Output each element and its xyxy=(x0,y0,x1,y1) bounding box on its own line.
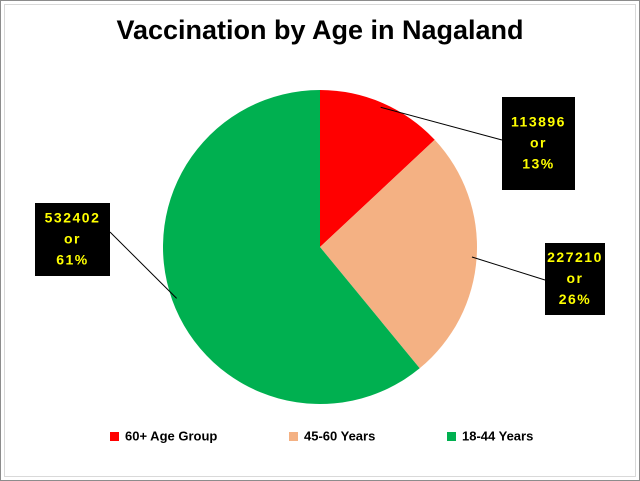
data-label-box xyxy=(545,243,605,315)
pie-slice xyxy=(320,90,435,247)
data-label-line: or xyxy=(567,270,584,286)
data-label: 113896 or 13% xyxy=(511,113,566,171)
data-label: 532402 or 61% xyxy=(45,209,101,267)
leader-line xyxy=(471,256,546,281)
data-label-line: 532402 xyxy=(45,209,101,225)
chart-frame xyxy=(4,4,636,477)
data-label-box xyxy=(35,203,110,276)
data-label-line: 26% xyxy=(559,291,592,307)
data-label-line: 61% xyxy=(56,251,89,267)
data-label-line: or xyxy=(64,230,81,246)
data-label-box xyxy=(502,97,575,190)
leader-line xyxy=(380,106,503,141)
data-label-line: or xyxy=(530,134,547,150)
legend-label: 60+ Age Group xyxy=(125,428,217,443)
data-label-line: 227210 xyxy=(547,249,603,265)
legend-swatch xyxy=(289,432,298,441)
data-label-line: 13% xyxy=(522,155,555,171)
legend-swatch xyxy=(110,432,119,441)
chart-title: Vaccination by Age in Nagaland xyxy=(116,15,523,45)
data-label-line: 113896 xyxy=(511,113,566,129)
data-label: 227210 or 26% xyxy=(547,249,603,307)
pie-slice xyxy=(320,139,477,369)
legend-label: 45-60 Years xyxy=(304,428,375,443)
legend-swatch xyxy=(447,432,456,441)
leader-line xyxy=(109,231,177,299)
legend-label: 18-44 Years xyxy=(462,428,533,443)
pie-slice xyxy=(162,90,420,405)
